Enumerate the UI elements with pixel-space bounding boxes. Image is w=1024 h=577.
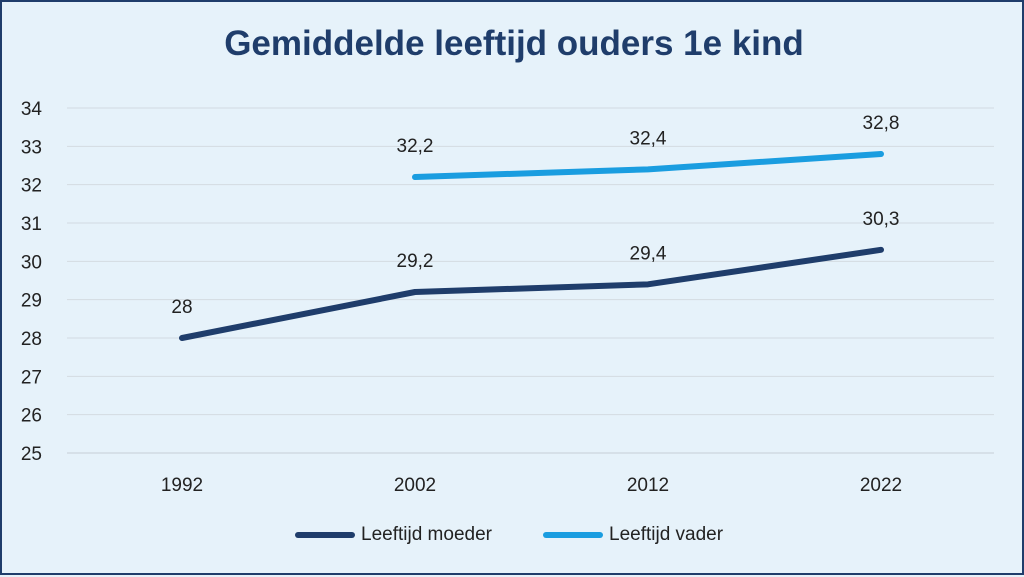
data-label-leeftijd-vader-2002: 32,2: [397, 136, 434, 157]
y-tick-label-31: 31: [21, 214, 42, 235]
x-tick-label-2002: 2002: [394, 475, 436, 496]
data-label-leeftijd-moeder-1992: 28: [171, 297, 192, 318]
series-line-leeftijd-moeder: [179, 246, 884, 341]
y-tick-label-28: 28: [21, 329, 42, 350]
data-label-leeftijd-moeder-2022: 30,3: [863, 209, 900, 230]
y-tick-label-34: 34: [21, 99, 43, 120]
legend-item-vader: Leeftijd vader: [543, 524, 723, 546]
data-label-leeftijd-vader-2012: 32,4: [630, 128, 667, 149]
legend-label-vader: Leeftijd vader: [609, 524, 724, 545]
legend-swatch-moeder: [295, 532, 355, 538]
chart-title: Gemiddelde leeftijd ouders 1e kind: [224, 24, 804, 63]
x-tick-label-2022: 2022: [860, 475, 902, 496]
y-tick-label-29: 29: [21, 291, 42, 312]
y-tick-label-25: 25: [21, 444, 42, 465]
x-tick-label-2012: 2012: [627, 475, 669, 496]
y-tick-label-32: 32: [21, 176, 42, 197]
y-tick-label-27: 27: [21, 367, 42, 388]
x-tick-label-1992: 1992: [161, 475, 203, 496]
data-label-leeftijd-moeder-2012: 29,4: [630, 243, 667, 264]
legend: Leeftijd moeder Leeftijd vader: [2, 524, 1024, 554]
y-tick-label-33: 33: [21, 137, 42, 158]
data-label-leeftijd-moeder-2002: 29,2: [397, 251, 434, 272]
legend-swatch-vader: [543, 532, 603, 538]
data-label-leeftijd-vader-2022: 32,8: [863, 113, 900, 134]
y-tick-label-26: 26: [21, 406, 42, 427]
series-line-leeftijd-vader: [412, 151, 884, 180]
legend-item-moeder: Leeftijd moeder: [295, 524, 492, 546]
legend-label-moeder: Leeftijd moeder: [361, 524, 492, 545]
y-tick-label-30: 30: [21, 252, 42, 273]
